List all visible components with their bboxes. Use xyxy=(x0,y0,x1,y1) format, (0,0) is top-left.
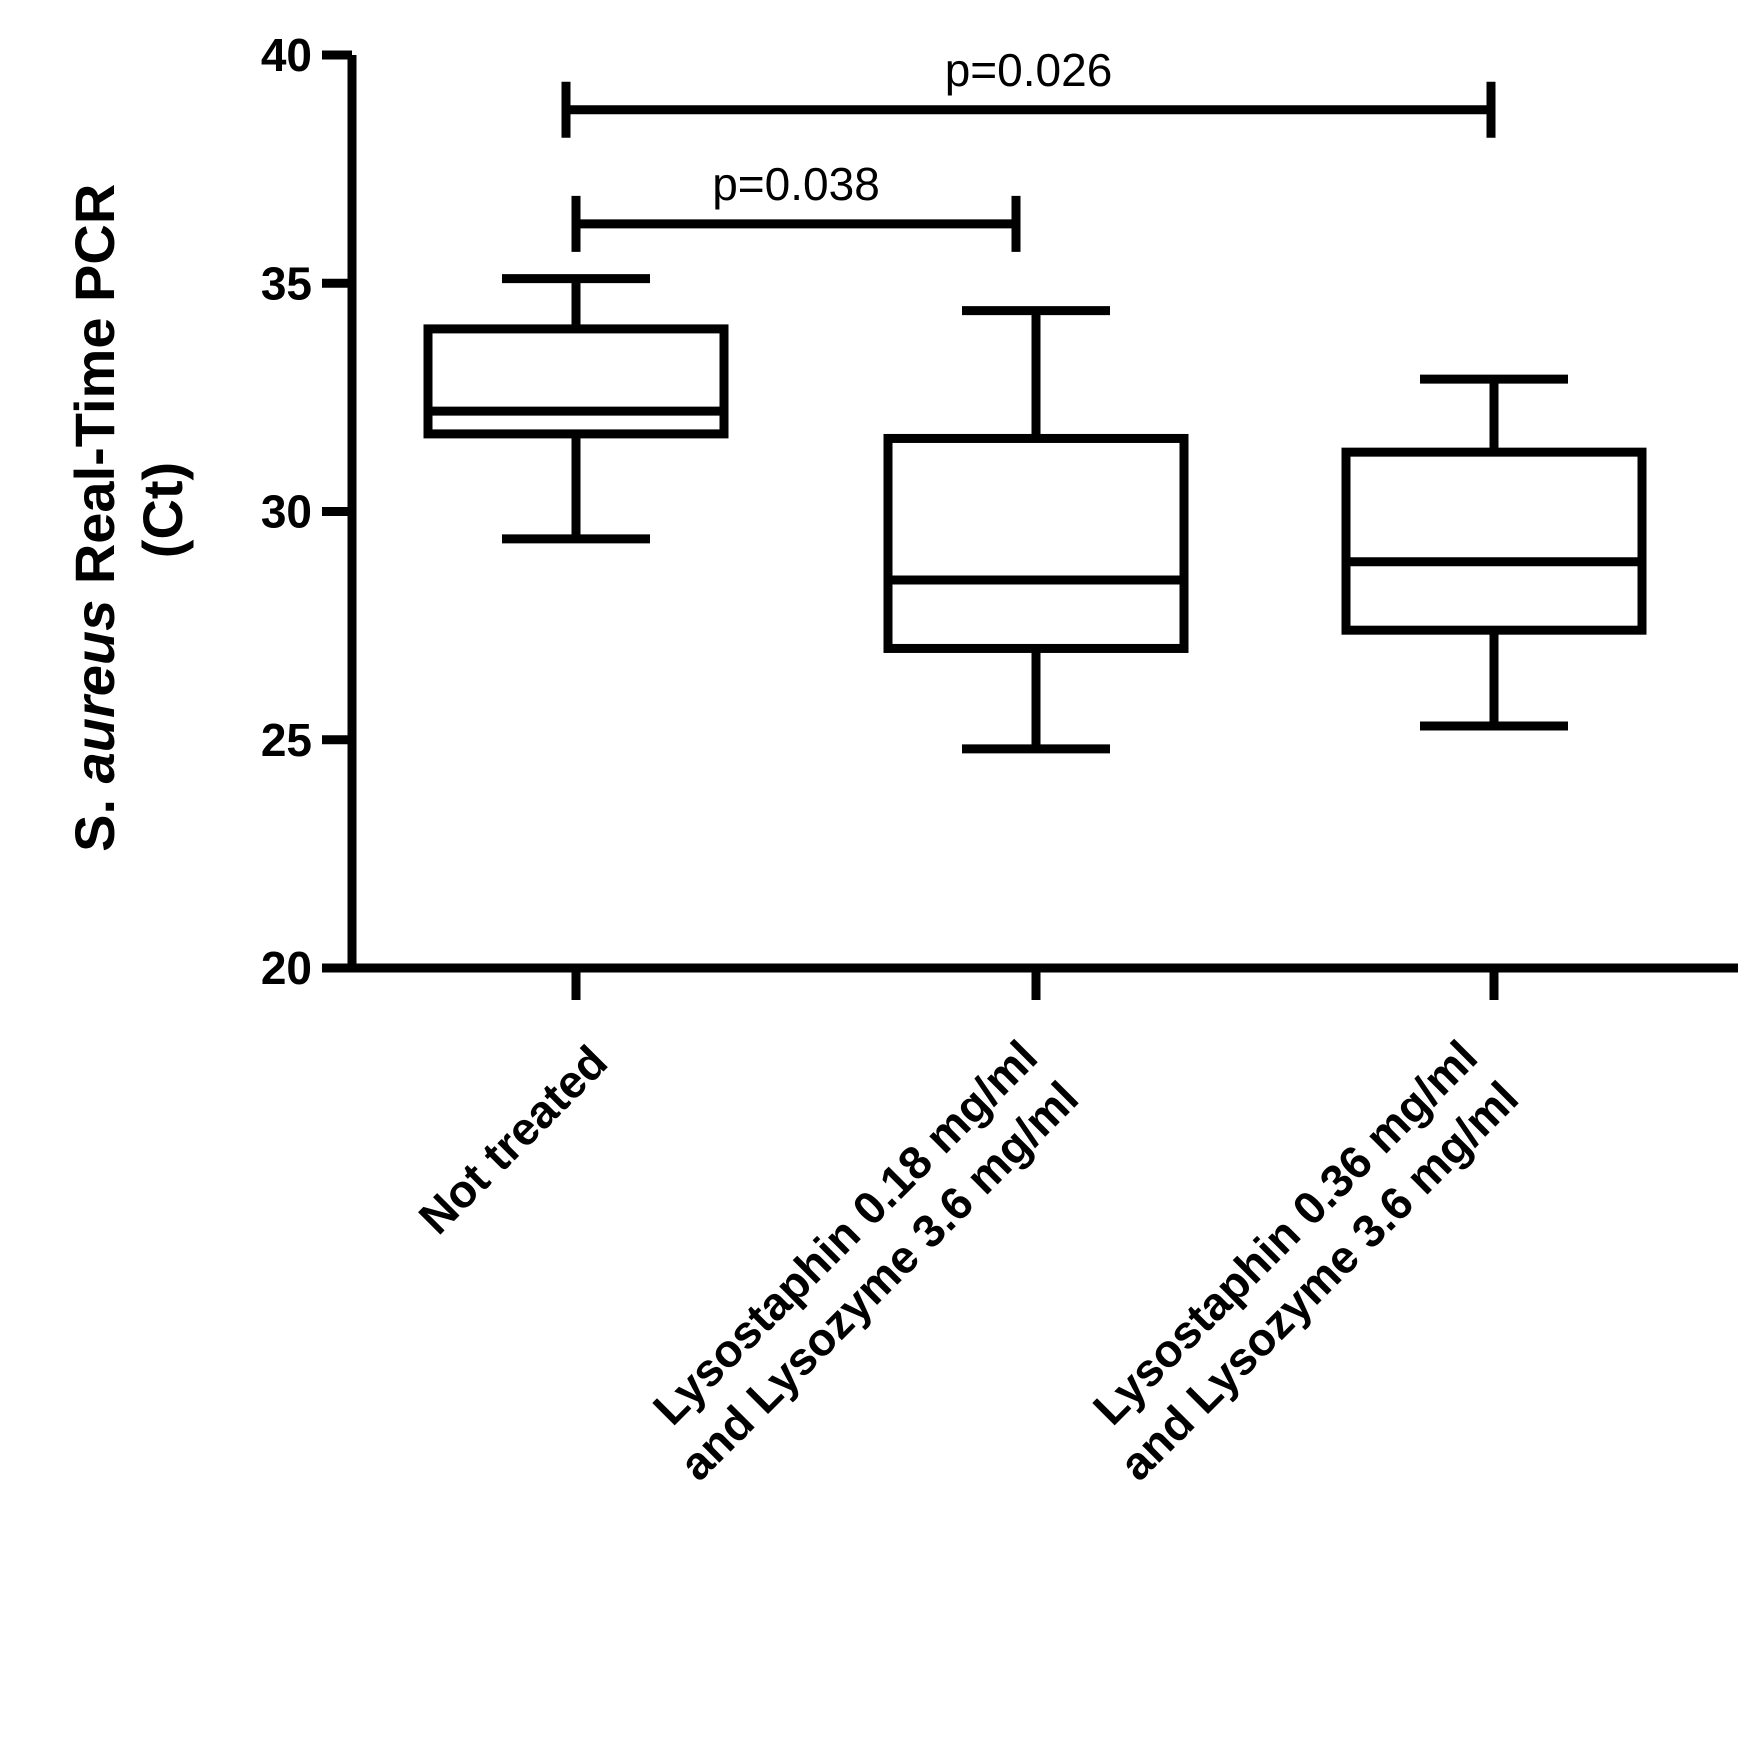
axes xyxy=(347,55,1738,973)
y-axis-title-prefix: S. xyxy=(63,783,126,851)
significance-brackets: p=0.038 p=0.026 xyxy=(561,44,1496,252)
box-group xyxy=(1341,374,1647,731)
box-iqr xyxy=(1341,447,1647,635)
y-tick-label: 40 xyxy=(261,29,312,81)
x-ticks xyxy=(571,968,1499,1000)
category-labels: Not treated Lysostaphin 0.18 mg/mland Lys… xyxy=(409,1030,1528,1490)
category-label-line: Lysostaphin 0.18 mg/ml xyxy=(643,1030,1047,1434)
y-axis-title-suffix: Real-Time PCR xyxy=(63,184,126,600)
box-group xyxy=(423,274,729,544)
significance-bracket: p=0.038 xyxy=(571,158,1021,252)
category-label-line: Not treated xyxy=(409,1035,617,1243)
y-axis-title-line1: S. aureus Real-Time PCR xyxy=(63,168,126,852)
category-label-line: Lysostaphin 0.36 mg/ml xyxy=(1083,1030,1487,1434)
y-tick-label: 20 xyxy=(261,942,312,994)
category-label: Not treated xyxy=(409,1035,617,1243)
boxes xyxy=(423,274,1647,754)
y-axis-title-line2: (Ct) xyxy=(131,462,194,558)
category-label: Lysostaphin 0.18 mg/mland Lysozyme 3.6 m… xyxy=(628,1030,1088,1490)
category-label: Lysostaphin 0.36 mg/mland Lysozyme 3.6 m… xyxy=(1068,1030,1528,1490)
significance-bracket: p=0.026 xyxy=(561,44,1496,138)
category-label-line: and Lysozyme 3.6 mg/ml xyxy=(669,1071,1088,1490)
y-ticks: 20 25 30 35 40 xyxy=(261,29,352,994)
category-label-line: and Lysozyme 3.6 mg/ml xyxy=(1109,1071,1528,1490)
box-iqr xyxy=(883,433,1189,653)
y-axis-title: S. aureus Real-Time PCR (Ct) xyxy=(63,168,194,852)
y-tick-label: 30 xyxy=(261,486,312,538)
box-group xyxy=(883,306,1189,754)
y-tick-label: 25 xyxy=(261,714,312,766)
box-iqr xyxy=(423,324,729,439)
p-value-label: p=0.038 xyxy=(712,158,880,210)
p-value-label: p=0.026 xyxy=(945,44,1113,96)
y-tick-label: 35 xyxy=(261,257,312,309)
y-axis-title-italic: aureus xyxy=(63,600,126,784)
